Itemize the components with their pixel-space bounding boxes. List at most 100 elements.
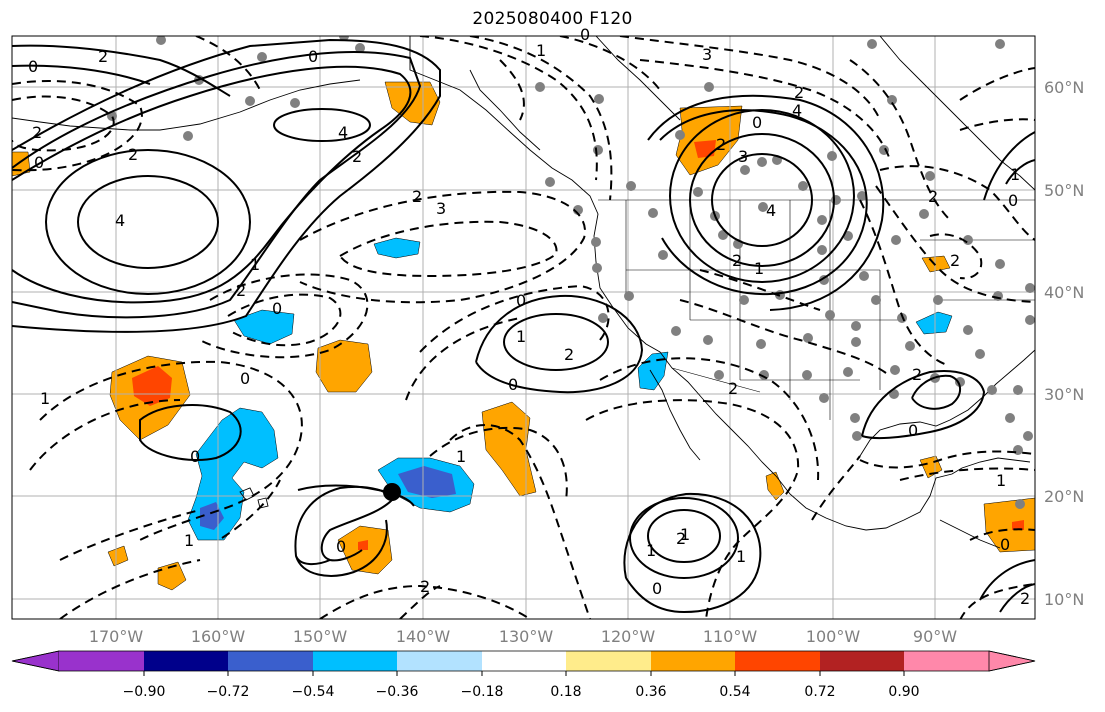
contour-label: 1 xyxy=(736,547,746,566)
contour-label: 1 xyxy=(536,41,546,60)
contour-label: 4 xyxy=(338,123,348,142)
colorbar-tick-label: −0.54 xyxy=(292,684,335,700)
colorbar-segment xyxy=(904,651,989,671)
contour-label: 2 xyxy=(236,281,246,300)
contour-label: 2 xyxy=(912,365,922,384)
lon-label-140w: 140°W xyxy=(396,627,451,646)
contour-label: 2 xyxy=(1020,589,1030,608)
lon-label-150w: 150°W xyxy=(293,627,348,646)
contour-label: 2 xyxy=(352,147,362,166)
orange-blob-caribbean xyxy=(983,497,1035,553)
colorbar-tick-label: 0.18 xyxy=(550,684,581,700)
contour-label: 2 xyxy=(564,345,574,364)
lat-label-30n: 30°N xyxy=(1044,385,1084,404)
borders xyxy=(598,199,1035,420)
contour-label: 0 xyxy=(1008,191,1018,210)
contour-label: 0 xyxy=(652,579,662,598)
colorbar-tick-label: 0.90 xyxy=(888,684,919,700)
colorbar-tick-label: −0.18 xyxy=(461,684,504,700)
contour-label: 2 xyxy=(676,529,686,548)
colorbar-tick-label: 0.72 xyxy=(804,684,835,700)
contour-label: 0 xyxy=(516,291,526,310)
orange-blob-great-lakes xyxy=(921,255,951,273)
contour-label: 1 xyxy=(516,327,526,346)
colorbar-tick-label: −0.72 xyxy=(207,684,250,700)
lat-label-10n: 10°N xyxy=(1044,590,1084,609)
contour-label: 0 xyxy=(908,421,918,440)
colorbar-segment xyxy=(651,651,735,671)
lon-label-100w: 100°W xyxy=(806,627,861,646)
contour-label: 0 xyxy=(308,47,318,66)
colorbar-segment xyxy=(397,651,482,671)
red-dot-south xyxy=(358,540,368,550)
colorbar: −0.90 −0.72 −0.54 −0.36 −0.18 0.18 0.36 … xyxy=(11,650,1036,700)
lon-label-170w: 170°W xyxy=(89,627,144,646)
lat-label-40n: 40°N xyxy=(1044,283,1084,302)
lat-label-60n: 60°N xyxy=(1044,78,1084,97)
contour-label: 0 xyxy=(580,25,590,44)
colorbar-extend-max xyxy=(988,650,1036,672)
dashed-contours xyxy=(12,36,1035,619)
contour-label: 4 xyxy=(766,201,776,220)
contour-label: 1 xyxy=(456,447,466,466)
colorbar-segment xyxy=(228,651,313,671)
orange-blob-sw2 xyxy=(157,561,187,591)
contour-label: 2 xyxy=(420,577,430,596)
contour-label: 3 xyxy=(436,199,446,218)
red-blob-west-pacific xyxy=(132,366,172,406)
contour-label: 1 xyxy=(996,471,1006,490)
contour-label: 2 xyxy=(412,187,422,206)
coastlines xyxy=(12,36,1035,549)
contour-label: 2 xyxy=(928,187,938,206)
latitude-labels: 60°N 50°N 40°N 30°N 20°N 10°N xyxy=(1044,78,1084,609)
colorbar-segment xyxy=(144,651,228,671)
lat-label-50n: 50°N xyxy=(1044,181,1084,200)
blue-blob-ohio xyxy=(915,311,953,335)
lon-label-90w: 90°W xyxy=(913,627,957,646)
center-marker xyxy=(383,483,401,501)
colorbar-segment xyxy=(820,651,904,671)
colorbar-tick-label: −0.36 xyxy=(376,684,419,700)
gridlines xyxy=(12,36,1035,619)
contour-labels: 0 2 4 2 0 2 4 1 2 3 0 1 2 2 3 2 4 2 0 2 … xyxy=(28,25,1030,608)
contour-label: 0 xyxy=(1000,535,1010,554)
red-dot-caribbean xyxy=(1012,520,1024,530)
colorbar-extend-min xyxy=(11,650,60,672)
map-frame xyxy=(11,35,1036,620)
contour-label: 1 xyxy=(40,389,50,408)
contour-label: 2 xyxy=(32,123,42,142)
contour-label: 0 xyxy=(508,375,518,394)
colorbar-tick-label: −0.90 xyxy=(123,684,166,700)
colorbar-segment xyxy=(566,651,651,671)
lon-label-110w: 110°W xyxy=(703,627,758,646)
contour-label: 2 xyxy=(98,47,108,66)
orange-blob-far-west xyxy=(12,151,31,177)
contour-label: 0 xyxy=(752,113,762,132)
contour-label: 2 xyxy=(794,83,804,102)
lon-label-160w: 160°W xyxy=(191,627,246,646)
longitude-labels: 170°W 160°W 150°W 140°W 130°W 120°W 110°… xyxy=(89,627,957,646)
map-title: 2025080400 F120 xyxy=(472,9,633,29)
contour-label: 0 xyxy=(28,57,38,76)
contour-label: 3 xyxy=(702,45,712,64)
contour-label: 0 xyxy=(34,153,44,172)
contour-label: 2 xyxy=(728,379,738,398)
contour-label: 1 xyxy=(754,259,764,278)
contour-label: 0 xyxy=(272,299,282,318)
colorbar-segment xyxy=(59,651,144,671)
colorbar-tick-label: 0.54 xyxy=(719,684,750,700)
orange-blob-subtropic xyxy=(481,401,537,497)
contour-label: 2 xyxy=(716,135,726,154)
contour-label: 2 xyxy=(950,251,960,270)
orange-blob-sw1 xyxy=(107,545,129,567)
contour-label: 2 xyxy=(128,145,138,164)
orange-blob-central-pacific xyxy=(315,339,373,393)
contour-label: 2 xyxy=(732,251,742,270)
blue-blob-mid-pacific xyxy=(233,309,295,345)
contour-label: 4 xyxy=(792,101,802,120)
contour-label: 0 xyxy=(240,369,250,388)
contour-label: 1 xyxy=(250,255,260,274)
contour-label: 0 xyxy=(336,537,346,556)
blue-blob-socal xyxy=(637,351,669,391)
